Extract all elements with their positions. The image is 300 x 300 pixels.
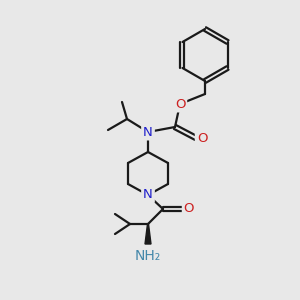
Text: NH₂: NH₂ (135, 249, 161, 263)
Text: N: N (143, 125, 153, 139)
Text: O: O (175, 98, 185, 110)
Polygon shape (145, 224, 151, 244)
Text: O: O (184, 202, 194, 215)
Text: N: N (143, 188, 153, 202)
Text: O: O (197, 131, 207, 145)
